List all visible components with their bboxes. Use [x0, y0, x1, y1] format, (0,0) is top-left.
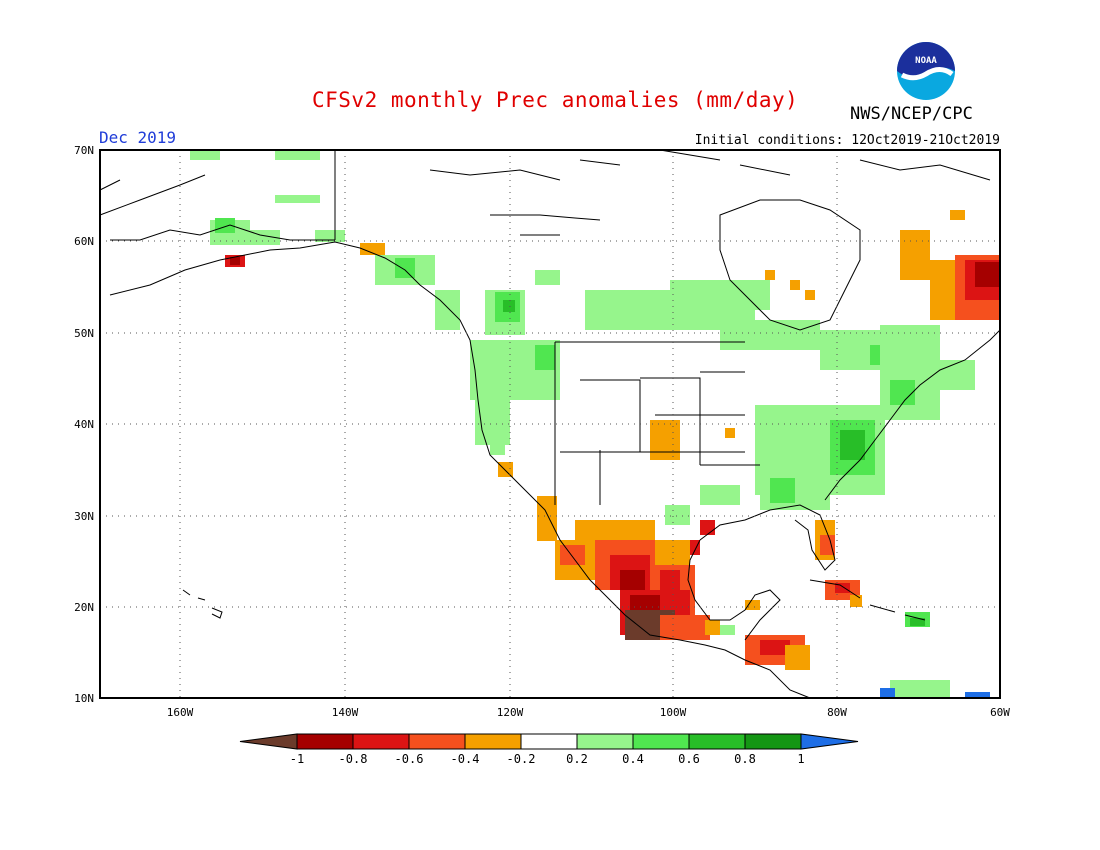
initial-conditions: Initial conditions: 12Oct2019-21Oct2019: [694, 133, 1000, 148]
colorbar-swatch: [408, 733, 466, 750]
lon-label: 60W: [990, 706, 1010, 719]
colorbar-swatch: [744, 733, 802, 750]
lon-label: 160W: [167, 706, 194, 719]
colorbar-swatch: [352, 733, 410, 750]
forecast-month: Dec 2019: [99, 128, 177, 147]
colorbar-label: -0.4: [451, 752, 480, 766]
lat-label: 40N: [74, 418, 94, 431]
colorbar-label: 0.6: [678, 752, 700, 766]
map-title: CFSv2 monthly Prec anomalies (mm/day): [312, 88, 799, 112]
noaa-logo: NOAA: [897, 42, 955, 100]
lon-label: 140W: [332, 706, 359, 719]
colorbar-label: 0.2: [566, 752, 588, 766]
colorbar-arrow-low: [239, 733, 298, 750]
lat-label: 20N: [74, 601, 94, 614]
map-frame: [99, 149, 1001, 699]
coastlines: [99, 149, 1001, 699]
colorbar-label: 1: [797, 752, 804, 766]
lat-label: 30N: [74, 510, 94, 523]
agency-label: NWS/NCEP/CPC: [850, 104, 973, 124]
colorbar-label: 0.4: [622, 752, 644, 766]
anomaly-shading: [190, 150, 1000, 698]
colorbar-label: -0.8: [339, 752, 368, 766]
lon-label: 100W: [660, 706, 687, 719]
colorbar-swatch: [576, 733, 634, 750]
colorbar-swatch: [464, 733, 522, 750]
colorbar-label: -0.6: [395, 752, 424, 766]
colorbar-swatch: [296, 733, 354, 750]
lat-label: 10N: [74, 692, 94, 705]
colorbar-arrow-high: [800, 733, 859, 750]
colorbar-swatch: [632, 733, 690, 750]
colorbar-swatch: [520, 733, 578, 750]
lon-label: 80W: [827, 706, 847, 719]
lon-label: 120W: [497, 706, 524, 719]
logo-text: NOAA: [915, 56, 937, 66]
lat-labels: 70N 60N 50N 40N 30N 20N 10N: [74, 144, 94, 705]
gridlines: [100, 150, 1000, 698]
lat-label: 60N: [74, 235, 94, 248]
colorbar-label: -1: [290, 752, 304, 766]
colorbar-swatch: [688, 733, 746, 750]
colorbar-label: -0.2: [507, 752, 536, 766]
lat-label: 70N: [74, 144, 94, 157]
lon-labels: 160W 140W 120W 100W 80W 60W: [167, 706, 1011, 719]
colorbar: -1 -0.8 -0.6 -0.4 -0.2 0.2 0.4 0.6 0.8 1: [239, 733, 859, 766]
colorbar-label: 0.8: [734, 752, 756, 766]
lat-label: 50N: [74, 327, 94, 340]
